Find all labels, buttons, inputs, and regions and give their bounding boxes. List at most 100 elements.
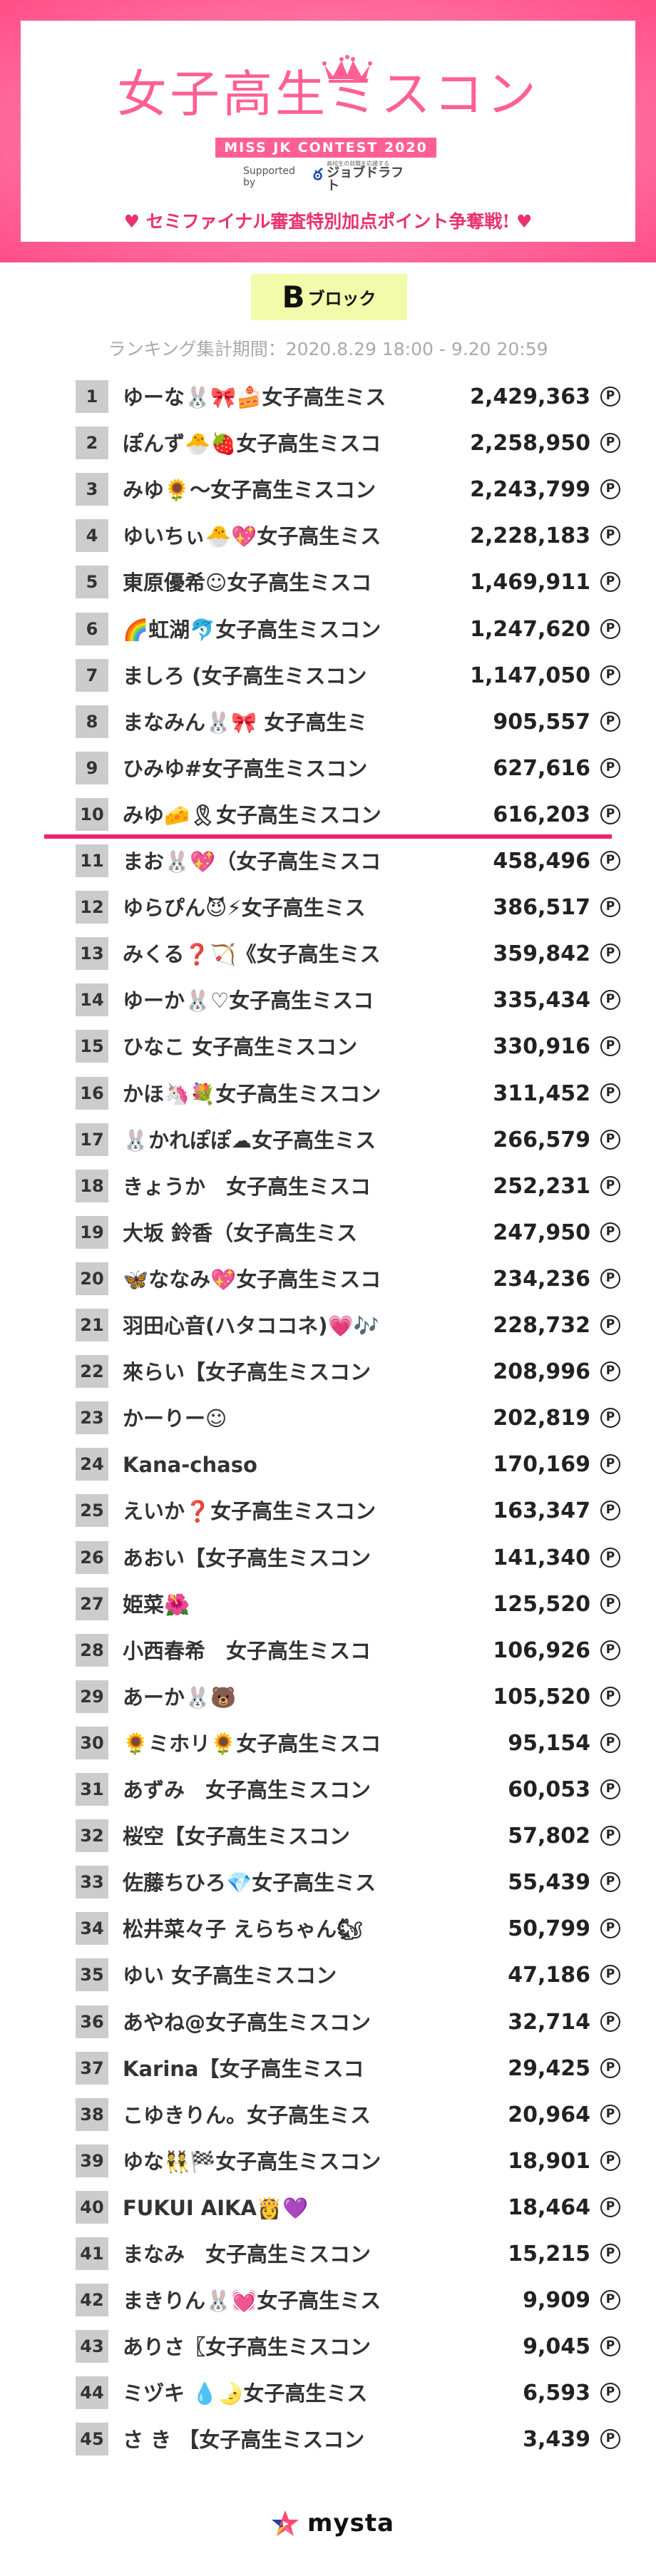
contestant-name[interactable]: 🌻ミホリ🌻女子高生ミスコ (123, 1731, 381, 1756)
contestant-name[interactable]: きょうか 女子高生ミスコ (123, 1174, 371, 1199)
ranking-row[interactable]: 42 まきりん🐰💓女子高生ミス 9,909 P (0, 2284, 656, 2317)
contestant-name[interactable]: 來らい【女子高生ミスコン (123, 1360, 371, 1385)
contestant-name[interactable]: あやね@女子高生ミスコン (123, 2010, 371, 2035)
ranking-row[interactable]: 9 ひみゆ#女子高生ミスコン 627,616 P (0, 751, 656, 784)
contestant-name[interactable]: Karina【女子高生ミスコ (123, 2056, 364, 2081)
ranking-row[interactable]: 39 ゆな👯🏁女子高生ミスコン 18,901 P (0, 2144, 656, 2177)
contestant-name[interactable]: ゆらぴん😈⚡女子高生ミス (123, 896, 366, 921)
contestant-name[interactable]: ひみゆ#女子高生ミスコン (123, 756, 368, 781)
point-icon: P (600, 2150, 620, 2171)
ranking-row[interactable]: 16 かほ🦄💐女子高生ミスコン 311,452 P (0, 1076, 656, 1110)
ranking-row[interactable]: 41 まなみ 女子高生ミスコン 15,215 P (0, 2237, 656, 2270)
rank-badge: 13 (76, 937, 108, 971)
ranking-row[interactable]: 44 ミヅキ 💧🌛女子高生ミス 6,593 P (0, 2376, 656, 2410)
contestant-name[interactable]: ゆーか🐰♡女子高生ミスコ (123, 988, 374, 1013)
ranking-row[interactable]: 40 FUKUI AIKA👸💜 18,464 P (0, 2190, 656, 2224)
ranking-row[interactable]: 3 みゆ🌻〜女子高生ミスコン 2,243,799 P (0, 473, 656, 506)
ranking-row[interactable]: 31 あずみ 女子高生ミスコン 60,053 P (0, 1773, 656, 1806)
contestant-name[interactable]: 桜空【女子高生ミスコン (123, 1824, 351, 1849)
contestant-name[interactable]: まお🐰💖（女子高生ミスコ (123, 849, 381, 874)
point-score: 50,799 (508, 1916, 590, 1942)
contestant-name[interactable]: えいか❓女子高生ミスコン (123, 1499, 376, 1524)
contestant-name[interactable]: ゆいちぃ🐣💖女子高生ミス (123, 524, 381, 549)
ranking-row[interactable]: 20 🦋ななみ💖女子高生ミスコ 234,236 P (0, 1262, 656, 1295)
ranking-row[interactable]: 11 まお🐰💖（女子高生ミスコ 458,496 P (0, 844, 656, 877)
point-score: 311,452 (493, 1080, 590, 1106)
ranking-row[interactable]: 7 ましろ (女子高生ミスコン 1,147,050 P (0, 658, 656, 692)
ranking-row[interactable]: 43 ありさ〖女子高生ミスコン 9,045 P (0, 2330, 656, 2363)
ranking-row[interactable]: 30 🌻ミホリ🌻女子高生ミスコ 95,154 P (0, 1726, 656, 1759)
ranking-row[interactable]: 10 みゆ🧀🎗女子高生ミスコン 616,203 P (0, 797, 656, 831)
contestant-name[interactable]: 🌈虹湖🐬女子高生ミスコン (123, 617, 381, 642)
ranking-row[interactable]: 27 姫菜🌺 125,520 P (0, 1587, 656, 1620)
contestant-name[interactable]: 東原優希☺女子高生ミスコ (123, 571, 372, 596)
contestant-name[interactable]: まなみ 女子高生ミスコン (123, 2242, 371, 2266)
contestant-name[interactable]: 佐藤ちひろ💎女子高生ミス (123, 1871, 376, 1896)
contestant-name[interactable]: ひなこ 女子高生ミスコン (123, 1035, 358, 1060)
contestant-name[interactable]: 大坂 鈴香（女子高生ミス (123, 1220, 358, 1245)
point-icon: P (600, 572, 620, 593)
ranking-row[interactable]: 25 えいか❓女子高生ミスコン 163,347 P (0, 1494, 656, 1528)
contestant-name[interactable]: まきりん🐰💓女子高生ミス (123, 2289, 381, 2314)
ranking-row[interactable]: 29 あーか🐰🐻 105,520 P (0, 1680, 656, 1713)
ranking-row[interactable]: 33 佐藤ちひろ💎女子高生ミス 55,439 P (0, 1866, 656, 1899)
ranking-row[interactable]: 8 まなみん🐰🎀 女子高生ミ 905,557 P (0, 705, 656, 738)
contestant-name[interactable]: ぽんず🐣🍓女子高生ミスコ (123, 431, 381, 456)
ranking-row[interactable]: 28 小西春希 女子高生ミスコ 106,926 P (0, 1633, 656, 1667)
contestant-name[interactable]: みくる❓🏹《女子高生ミス (123, 942, 381, 967)
contestant-name[interactable]: かーりー☺ (123, 1406, 227, 1431)
contestant-name[interactable]: ミヅキ 💧🌛女子高生ミス (123, 2381, 368, 2406)
contestant-name[interactable]: 小西春希 女子高生ミスコ (123, 1638, 371, 1663)
ranking-row[interactable]: 35 ゆい 女子高生ミスコン 47,186 P (0, 1958, 656, 1992)
contestant-name[interactable]: 🦋ななみ💖女子高生ミスコ (123, 1267, 381, 1292)
contestant-name[interactable]: みゆ🌻〜女子高生ミスコン (123, 478, 376, 503)
contestant-name[interactable]: あーか🐰🐻 (123, 1685, 237, 1709)
ranking-row[interactable]: 21 羽田心音(ハタココネ)💗🎶 228,732 P (0, 1309, 656, 1341)
rank-badge: 39 (76, 2144, 108, 2177)
contestant-name[interactable]: こゆきりん。女子高生ミス (123, 2102, 371, 2127)
ranking-row[interactable]: 12 ゆらぴん😈⚡女子高生ミス 386,517 P (0, 891, 656, 924)
contestant-name[interactable]: Kana-chaso (123, 1453, 257, 1478)
contestant-name[interactable]: まなみん🐰🎀 女子高生ミ (123, 710, 368, 735)
ranking-row[interactable]: 14 ゆーか🐰♡女子高生ミスコ 335,434 P (0, 983, 656, 1017)
ranking-row[interactable]: 17 🐰かれぽぽ☁女子高生ミス 266,579 P (0, 1123, 656, 1156)
ranking-row[interactable]: 22 來らい【女子高生ミスコン 208,996 P (0, 1355, 656, 1389)
contestant-name[interactable]: あずみ 女子高生ミスコン (123, 1778, 371, 1802)
ranking-row[interactable]: 2 ぽんず🐣🍓女子高生ミスコ 2,258,950 P (0, 426, 656, 460)
point-icon: P (600, 1222, 620, 1242)
contestant-name[interactable]: ゆな👯🏁女子高生ミスコン (123, 2149, 381, 2174)
ranking-row[interactable]: 36 あやね@女子高生ミスコン 32,714 P (0, 2005, 656, 2038)
contestant-name[interactable]: 松井菜々子 えらちゃん🐿 (123, 1917, 363, 1942)
ranking-row[interactable]: 32 桜空【女子高生ミスコン 57,802 P (0, 1819, 656, 1853)
point-score: 141,340 (493, 1545, 590, 1570)
ranking-row[interactable]: 34 松井菜々子 えらちゃん🐿 50,799 P (0, 1912, 656, 1946)
contestant-name[interactable]: ゆい 女子高生ミスコン (123, 1963, 337, 1988)
contestant-name[interactable]: ゆーな🐰🎀🍰女子高生ミス (123, 385, 386, 409)
contestant-name[interactable]: かほ🦄💐女子高生ミスコン (123, 1081, 381, 1106)
contestant-name[interactable]: みゆ🧀🎗女子高生ミスコン (123, 802, 381, 827)
ranking-row[interactable]: 6 🌈虹湖🐬女子高生ミスコン 1,247,620 P (0, 612, 656, 645)
contestant-name[interactable]: 姫菜🌺 (123, 1592, 190, 1617)
point-icon: P (600, 2383, 620, 2403)
ranking-row[interactable]: 5 東原優希☺女子高生ミスコ 1,469,911 P (0, 566, 656, 599)
ranking-row[interactable]: 13 みくる❓🏹《女子高生ミス 359,842 P (0, 937, 656, 971)
contestant-name[interactable]: ましろ (女子高生ミスコン (123, 663, 367, 688)
contestant-name[interactable]: FUKUI AIKA👸💜 (123, 2195, 309, 2220)
ranking-row[interactable]: 24 Kana-chaso 170,169 P (0, 1448, 656, 1481)
ranking-row[interactable]: 19 大坂 鈴香（女子高生ミス 247,950 P (0, 1215, 656, 1249)
ranking-row[interactable]: 1 ゆーな🐰🎀🍰女子高生ミス 2,429,363 P (0, 380, 656, 413)
ranking-row[interactable]: 45 さ き 【女子高生ミスコン 3,439 P (0, 2423, 656, 2456)
contestant-name[interactable]: さ き 【女子高生ミスコン (123, 2428, 365, 2453)
ranking-row[interactable]: 37 Karina【女子高生ミスコ 29,425 P (0, 2051, 656, 2085)
ranking-row[interactable]: 23 かーりー☺ 202,819 P (0, 1401, 656, 1435)
contestant-name[interactable]: 羽田心音(ハタココネ)💗🎶 (123, 1314, 379, 1338)
contestant-name[interactable]: あおい【女子高生ミスコン (123, 1545, 371, 1570)
contestant-name[interactable]: 🐰かれぽぽ☁女子高生ミス (123, 1128, 376, 1152)
ranking-row[interactable]: 26 あおい【女子高生ミスコン 141,340 P (0, 1540, 656, 1574)
ranking-row[interactable]: 38 こゆきりん。女子高生ミス 20,964 P (0, 2097, 656, 2131)
ranking-row[interactable]: 18 きょうか 女子高生ミスコ 252,231 P (0, 1169, 656, 1202)
rank-badge: 25 (76, 1494, 108, 1528)
ranking-row[interactable]: 4 ゆいちぃ🐣💖女子高生ミス 2,228,183 P (0, 519, 656, 553)
contestant-name[interactable]: ありさ〖女子高生ミスコン (123, 2335, 371, 2360)
ranking-row[interactable]: 15 ひなこ 女子高生ミスコン 330,916 P (0, 1030, 656, 1063)
